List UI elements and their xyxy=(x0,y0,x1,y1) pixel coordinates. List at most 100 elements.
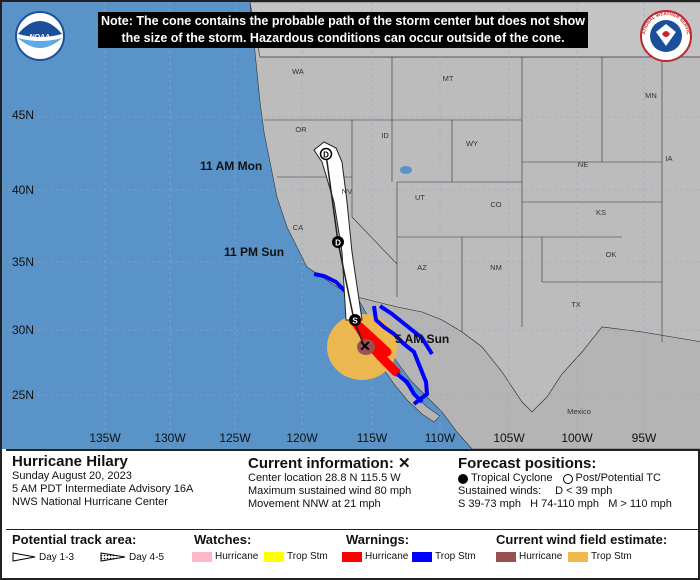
nws-logo: NATIONAL WEATHER SERVICE xyxy=(640,10,692,62)
forecast-marker-d-mon xyxy=(319,147,333,161)
forecast-track-line xyxy=(325,153,365,347)
current-position-x-icon: ✕ xyxy=(359,338,371,354)
current-info-title: Current information: ✕ xyxy=(248,455,411,472)
lat-lon-grid xyxy=(2,2,700,449)
forecast-info-title: Forecast positions: xyxy=(458,455,597,472)
label-11pm-sun: 11 PM Sun xyxy=(224,245,284,259)
state-label-mt: MT xyxy=(443,74,454,83)
label-11am-mon: 11 AM Mon xyxy=(200,159,262,173)
forecast-cone-day13 xyxy=(313,141,363,321)
forecast-winds-label: Sustained winds: xyxy=(458,485,542,497)
forecast-marker-d-sun-label: D xyxy=(335,239,341,248)
cone-note-line1: Note: The cone contains the probable pat… xyxy=(100,14,586,28)
legend-watch-hurricane: Hurricane xyxy=(192,551,258,562)
state-label-ca: CA xyxy=(293,223,303,232)
lon-label-135w: 135W xyxy=(89,431,121,445)
storm-center: NWS National Hurricane Center xyxy=(12,496,168,508)
wind-hurricane-swatch xyxy=(496,551,516,562)
lat-label-40n: 40N xyxy=(12,183,34,197)
watch-hurricane-swatch xyxy=(192,551,212,562)
lon-label-130w: 130W xyxy=(154,431,186,445)
trop-storm-warning-gulf xyxy=(372,305,430,406)
hurricane-warning-coast-east xyxy=(355,322,392,357)
legend-warnings-title: Warnings: xyxy=(346,532,410,547)
lon-label-120w: 120W xyxy=(286,431,318,445)
forecast-scale: S 39-73 mph H 74-110 mph M > 110 mph xyxy=(458,498,672,510)
lon-label-105w: 105W xyxy=(493,431,525,445)
forecast-marker-d-mon-label: D xyxy=(323,151,329,160)
state-label-ia: IA xyxy=(665,154,672,163)
cone-note-box: Note: The cone contains the probable pat… xyxy=(98,12,588,48)
state-label-wy: WY xyxy=(466,139,478,148)
great-salt-lake xyxy=(400,166,412,174)
legend-wind-trop: Trop Stm xyxy=(568,551,632,562)
panel-divider xyxy=(6,529,698,530)
legend-wind-hurricane: Hurricane xyxy=(496,551,562,562)
tropical-cyclone-icon xyxy=(458,473,468,484)
state-label-wa: WA xyxy=(292,67,304,76)
country-label-mexico: Mexico xyxy=(567,407,591,416)
forecast-tropical-label: Tropical Cyclone xyxy=(471,472,553,484)
lon-label-115w: 115W xyxy=(357,431,388,445)
warn-trop-swatch xyxy=(412,551,432,562)
lat-label-25n: 25N xyxy=(12,388,34,402)
state-borders xyxy=(260,56,700,342)
wind-trop-swatch xyxy=(568,551,588,562)
lon-label-100w: 100W xyxy=(561,431,593,445)
warn-hurricane-swatch xyxy=(342,551,362,562)
map-canvas: D D S ✕ 11 AM Mon 11 PM Sun 5 AM Sun WA … xyxy=(2,2,700,449)
state-label-id: ID xyxy=(381,131,389,140)
legend-track-title: Potential track area: xyxy=(12,532,137,547)
noaa-logo: NOAA xyxy=(15,11,65,61)
storm-name: Hurricane Hilary xyxy=(12,453,128,470)
mexico-land xyxy=(356,296,700,449)
state-label-nv: NV xyxy=(342,187,352,196)
legend-watch-trop: Trop Stm xyxy=(264,551,328,562)
state-label-ne: NE xyxy=(578,160,588,169)
lat-label-35n: 35N xyxy=(12,255,34,269)
day13-cone-icon xyxy=(12,552,36,562)
current-info: Current information: ✕ Center location 2… xyxy=(248,455,453,511)
state-label-co: CO xyxy=(490,200,501,209)
trop-storm-warning-sonora xyxy=(378,304,434,356)
state-label-tx: TX xyxy=(571,300,581,309)
forecast-marker-d-sun xyxy=(332,236,344,248)
state-label-nm: NM xyxy=(490,263,502,272)
trop-storm-warning-baja-west xyxy=(395,372,424,404)
legend-watches-title: Watches: xyxy=(194,532,252,547)
cone-note-line2: the size of the storm. Hazardous conditi… xyxy=(121,31,565,45)
forecast-marker-s xyxy=(349,314,361,326)
state-label-ut: UT xyxy=(415,193,425,202)
lon-label-95w: 95W xyxy=(632,431,657,445)
post-potential-tc-icon xyxy=(562,473,573,484)
state-label-ok: OK xyxy=(606,250,617,259)
forecast-info: Forecast positions: Tropical Cyclone Pos… xyxy=(458,455,696,511)
current-movement: Movement NNW at 21 mph xyxy=(248,498,381,510)
current-location: Center location 28.8 N 115.5 W xyxy=(248,472,401,484)
lat-label-30n: 30N xyxy=(12,323,34,337)
watch-trop-swatch xyxy=(264,551,284,562)
state-label-az: AZ xyxy=(417,263,427,272)
forecast-d-label: D < 39 mph xyxy=(555,485,613,497)
lon-label-125w: 125W xyxy=(219,431,251,445)
storm-info: Hurricane Hilary Sunday August 20, 2023 … xyxy=(12,453,242,509)
state-label-ks: KS xyxy=(596,208,606,217)
legend-day13: Day 1-3 xyxy=(12,551,74,563)
legend-warn-trop: Trop Stm xyxy=(412,551,476,562)
label-5am-sun: 5 AM Sun xyxy=(395,332,449,346)
legend-day45: Day 4-5 xyxy=(100,551,164,563)
storm-date: Sunday August 20, 2023 xyxy=(12,470,132,482)
current-wind: Maximum sustained wind 80 mph xyxy=(248,485,412,497)
info-panel: Hurricane Hilary Sunday August 20, 2023 … xyxy=(6,449,698,578)
state-label-mn: MN xyxy=(645,91,657,100)
legend-wind-title: Current wind field estimate: xyxy=(496,532,668,547)
forecast-marker-s-label: S xyxy=(352,317,358,326)
storm-advisory: 5 AM PDT Intermediate Advisory 16A xyxy=(12,483,194,495)
state-label-or: OR xyxy=(295,125,307,134)
lon-label-110w: 110W xyxy=(425,431,456,445)
forecast-post-label: Post/Potential TC xyxy=(575,472,661,484)
wind-field-hurricane xyxy=(357,339,375,355)
legend-warn-hurricane: Hurricane xyxy=(342,551,408,562)
day45-cone-icon xyxy=(100,552,126,562)
